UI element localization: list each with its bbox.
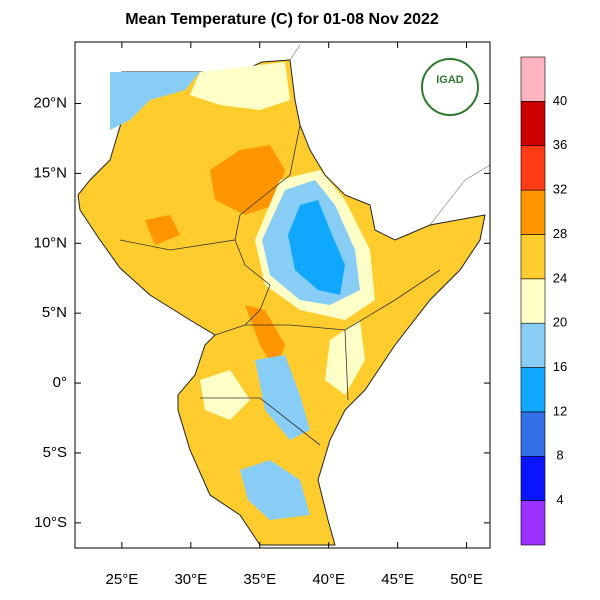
colorbar-box <box>520 145 546 191</box>
warm-area <box>210 145 285 215</box>
colorbar-box <box>520 500 546 546</box>
country-border <box>344 329 349 401</box>
cool-area <box>110 72 200 130</box>
colorbar-label: 28 <box>553 226 567 241</box>
outside-border <box>429 164 491 226</box>
colorbar-label: 12 <box>553 403 567 418</box>
colorbar-box <box>520 56 546 102</box>
colorbar-label: 40 <box>553 93 567 108</box>
y-tick-label: 0° <box>53 374 67 391</box>
colorbar-box <box>520 322 546 368</box>
country-border <box>119 239 271 336</box>
mild-area <box>200 370 250 420</box>
x-tick-label: 40°E <box>312 571 345 588</box>
logo <box>421 58 479 116</box>
cold-area <box>288 200 345 295</box>
plot-frame <box>74 41 491 549</box>
y-tick-label: 5°S <box>43 444 67 461</box>
y-tick-label: 20°N <box>33 94 67 111</box>
country-border <box>200 397 321 446</box>
mild-area <box>190 62 290 110</box>
colorbar-box <box>520 278 546 324</box>
x-tick-label: 30°E <box>174 571 207 588</box>
colorbar-label: 4 <box>556 492 563 507</box>
cool-area <box>255 355 310 440</box>
warm-area <box>145 215 180 245</box>
colorbar-label: 36 <box>553 137 567 152</box>
temperature-field <box>77 44 491 546</box>
cool-area <box>240 460 310 520</box>
colorbar-label: 16 <box>553 359 567 374</box>
colorbar-label: 20 <box>553 315 567 330</box>
colorbar-box <box>520 189 546 235</box>
x-tick-label: 35°E <box>243 571 276 588</box>
country-border <box>234 124 301 241</box>
warm-area <box>245 305 285 370</box>
colorbar-box <box>520 411 546 457</box>
y-tick-label: 5°N <box>42 304 67 321</box>
map-title: Mean Temperature (C) for 01-08 Nov 2022 <box>125 11 439 28</box>
logo-text: IGAD <box>436 74 464 86</box>
colorbar-label: 8 <box>556 448 563 463</box>
y-tick-label: 15°N <box>33 164 67 181</box>
colorbar-box <box>520 234 546 280</box>
y-tick-label: 10°N <box>33 234 67 251</box>
colorbar-box <box>520 455 546 501</box>
region-base <box>77 59 486 546</box>
y-tick-label: 10°S <box>34 514 67 531</box>
colorbar-box <box>520 367 546 413</box>
x-tick-label: 25°E <box>106 571 139 588</box>
colorbar-box <box>520 101 546 147</box>
x-tick-label: 50°E <box>450 571 483 588</box>
colorbar-label: 24 <box>553 270 567 285</box>
colorbar-label: 32 <box>553 182 567 197</box>
x-tick-label: 45°E <box>381 571 414 588</box>
mild-area <box>325 320 365 395</box>
